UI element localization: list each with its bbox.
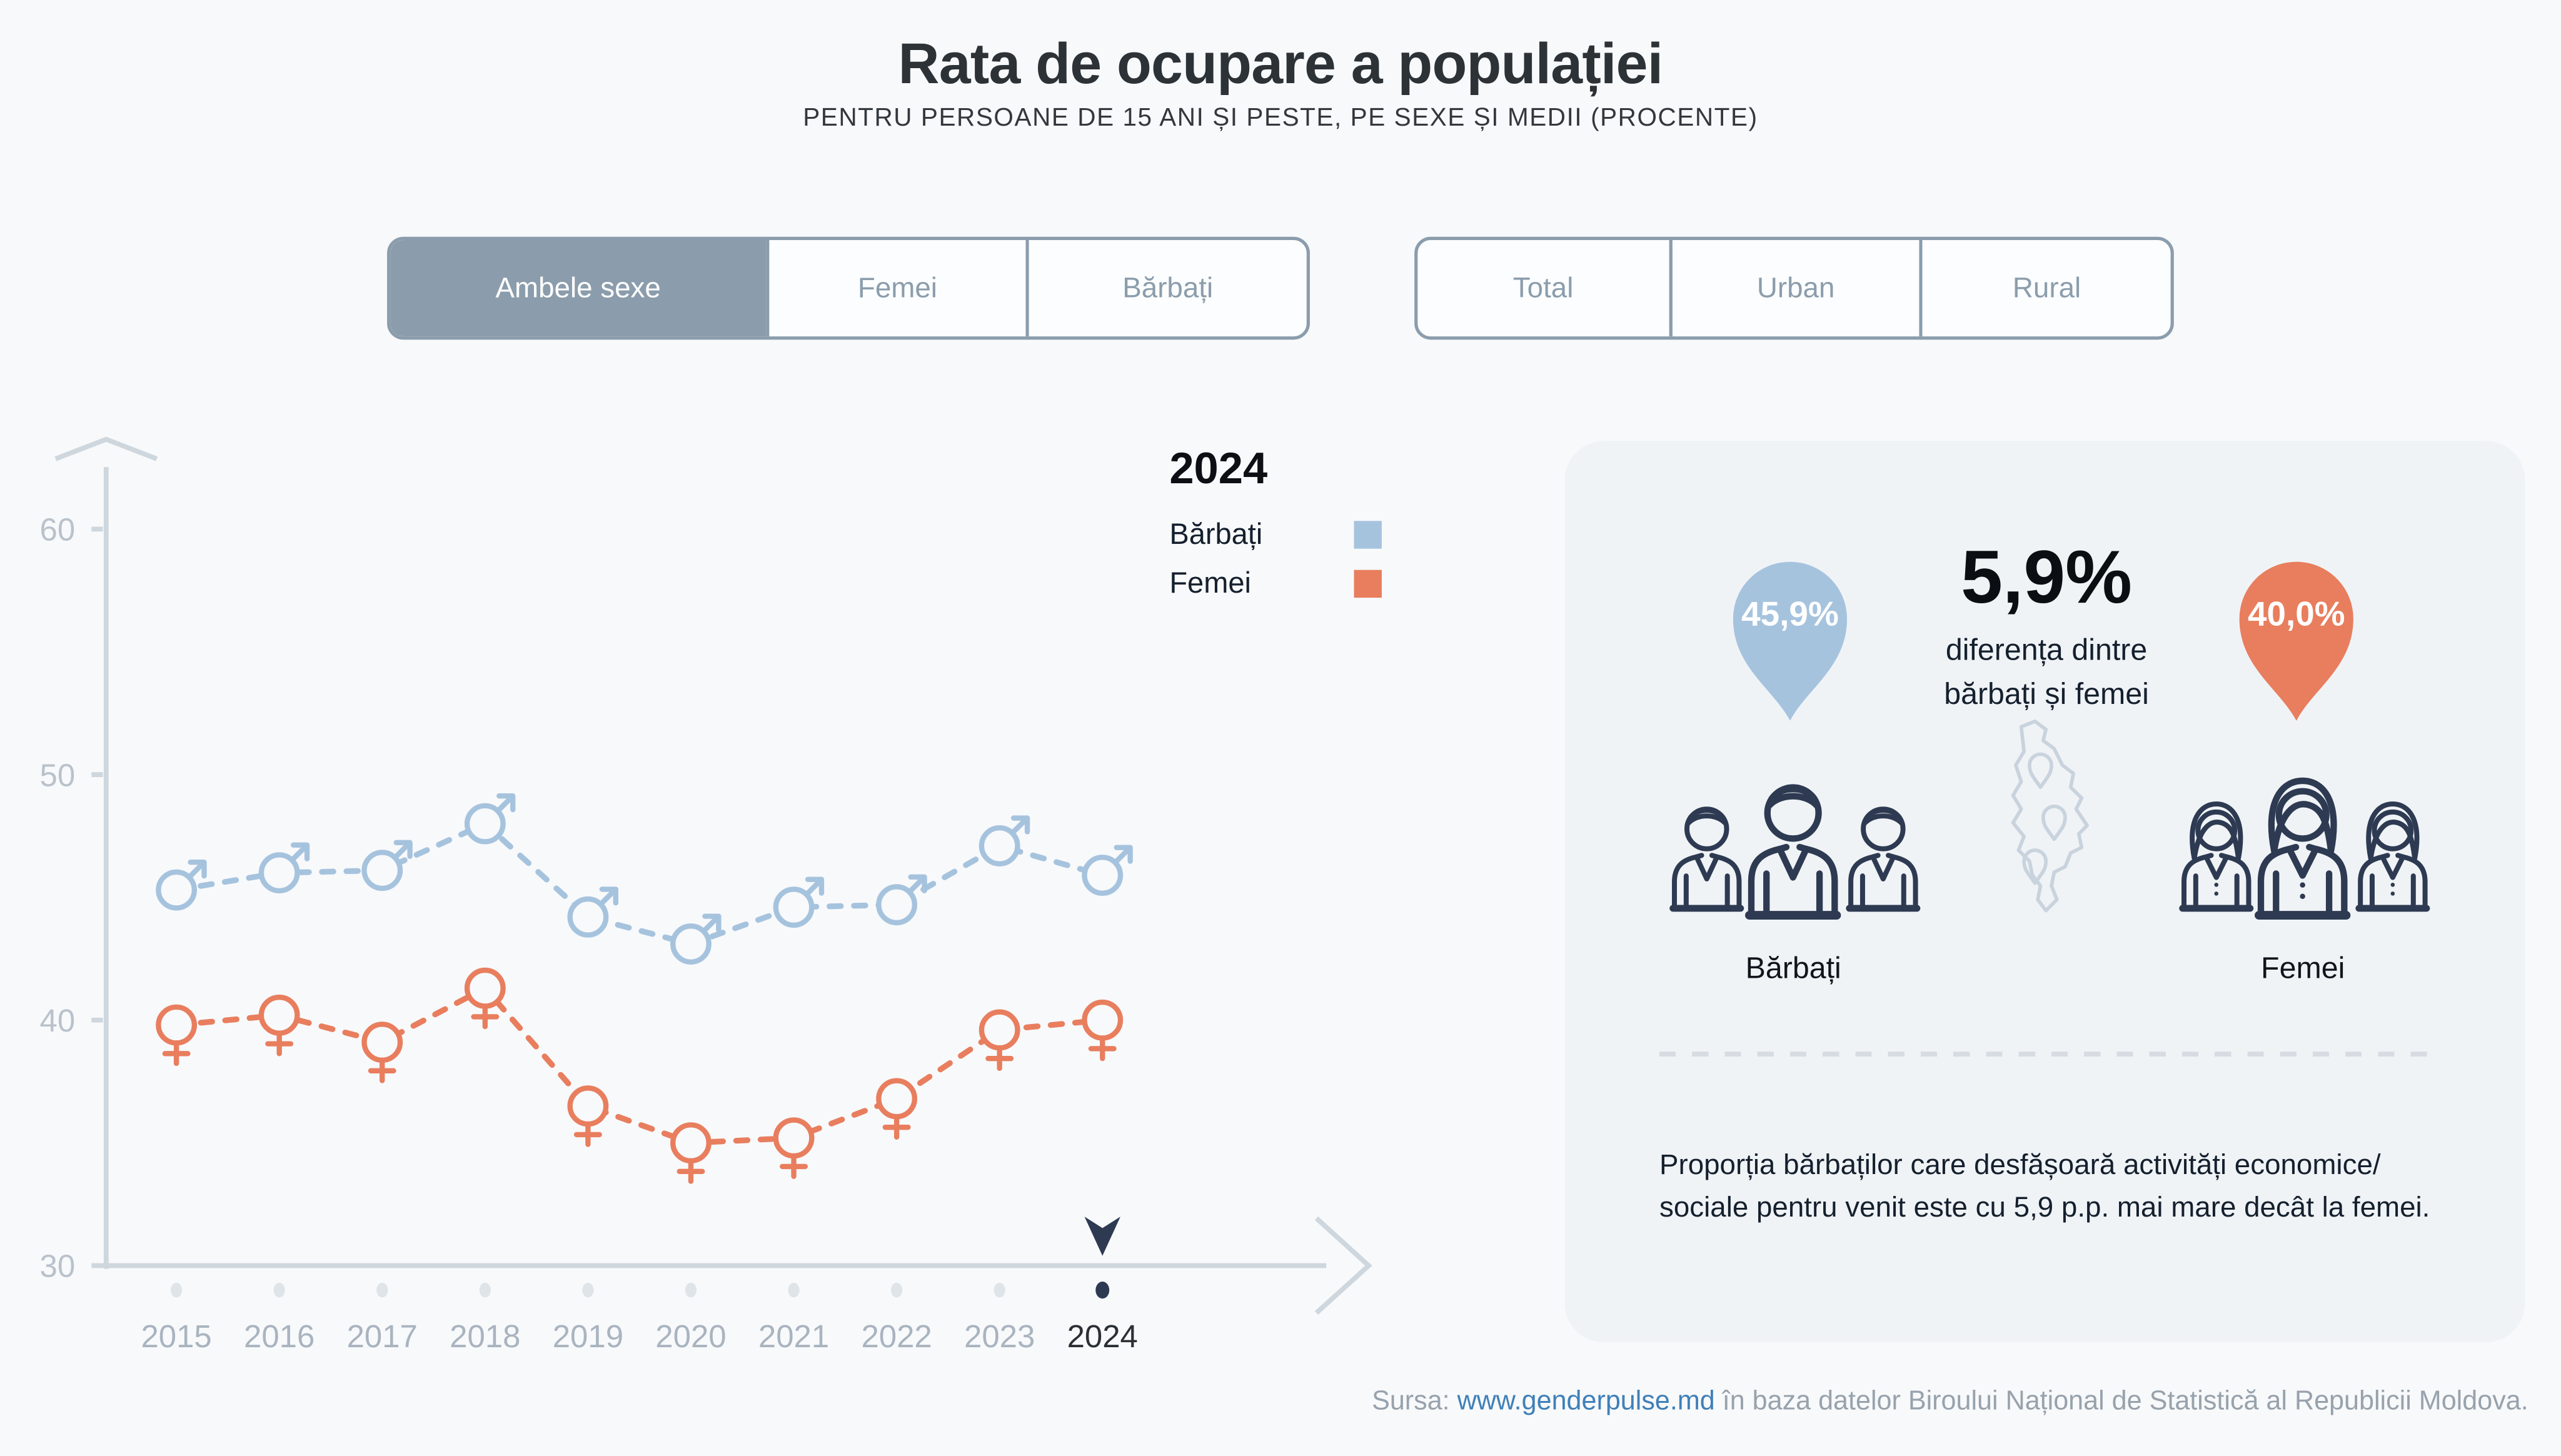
- women-group-icon: [2172, 768, 2433, 931]
- source-prefix: Sursa:: [1372, 1386, 1450, 1416]
- moldova-map-icon: [2011, 719, 2089, 913]
- female-marker-icon: [773, 1117, 815, 1179]
- dashed-divider: [1659, 1052, 2437, 1057]
- x-tick-label: 2017: [347, 1318, 418, 1354]
- chart-legend: 2024 Bărbați Femei: [1169, 444, 1382, 601]
- gender-gap-block: 5,9% diferența dintre bărbați și femei: [1834, 539, 2259, 716]
- legend-item-female: Femei: [1169, 566, 1382, 601]
- men-group-label: Bărbați: [1745, 950, 1841, 985]
- female-marker-icon: [464, 967, 506, 1030]
- x-tick-label: 2021: [758, 1318, 829, 1354]
- x-tick-label: 2022: [861, 1318, 932, 1354]
- source-line: Sursa: www.genderpulse.md în baza datelo…: [1372, 1387, 2528, 1418]
- male-marker-icon: [979, 815, 1030, 866]
- year-dot: [582, 1282, 594, 1298]
- female-marker-icon: [979, 1009, 1020, 1072]
- filter-barbati-button[interactable]: Bărbați: [1025, 239, 1306, 337]
- sex-filter-group: Ambele sexe Femei Bărbați: [387, 236, 1310, 340]
- male-marker-icon: [773, 876, 825, 928]
- filter-femei-button[interactable]: Femei: [766, 239, 1025, 337]
- filter-rural-button[interactable]: Rural: [1919, 239, 2170, 337]
- male-marker-icon: [670, 913, 722, 965]
- female-marker-icon: [1082, 999, 1124, 1062]
- male-marker-icon: [156, 860, 207, 911]
- pin-shape-male-icon: [1733, 561, 1848, 721]
- men-group-icon: [1663, 768, 1924, 931]
- filter-ambele-sexe-button[interactable]: Ambele sexe: [390, 239, 767, 337]
- y-tick-label: 60: [40, 512, 76, 548]
- page-title: Rata de ocupare a populației: [898, 33, 1664, 97]
- source-link[interactable]: www.genderpulse.md: [1457, 1386, 1715, 1416]
- male-marker-icon: [1082, 845, 1133, 896]
- year-dot: [994, 1282, 1005, 1298]
- x-tick-label: 2015: [141, 1318, 211, 1354]
- year-dot: [788, 1282, 800, 1298]
- series-line-female: [173, 984, 1105, 1146]
- year-dot: [685, 1282, 697, 1298]
- legend-swatch-male-icon: [1354, 521, 1382, 549]
- x-tick-label: 2020: [655, 1318, 726, 1354]
- filter-urban-button[interactable]: Urban: [1668, 239, 1919, 337]
- current-year-arrow-icon: [1084, 1217, 1120, 1256]
- x-tick-label: 2018: [450, 1318, 520, 1354]
- x-tick-label: 2019: [553, 1318, 623, 1354]
- pin-shape-female-icon: [2239, 561, 2353, 721]
- female-marker-icon: [670, 1122, 712, 1184]
- filter-total-button[interactable]: Total: [1417, 240, 1668, 336]
- women-group-label: Femei: [2261, 950, 2345, 985]
- year-dot: [890, 1282, 903, 1298]
- female-marker-icon: [876, 1078, 918, 1140]
- male-marker-icon: [567, 886, 618, 938]
- female-marker-icon: [567, 1085, 609, 1147]
- male-marker-icon: [876, 874, 927, 926]
- y-tick-label: 40: [40, 1003, 76, 1038]
- mediu-filter-group: Total Urban Rural: [1414, 236, 2174, 340]
- y-tick-label: 30: [40, 1248, 76, 1284]
- year-dot: [273, 1282, 285, 1298]
- legend-label-female: Femei: [1169, 566, 1251, 600]
- year-dot: [479, 1282, 491, 1298]
- summary-panel: 45,9% 40,0% 5,9% diferența dintre bărbaț…: [1564, 441, 2525, 1343]
- year-dot: [376, 1282, 388, 1298]
- y-tick-label: 50: [40, 757, 76, 793]
- female-rate-pin: 40,0%: [2221, 544, 2372, 727]
- gender-gap-value: 5,9%: [1961, 534, 2133, 620]
- page-subtitle: PENTRU PERSOANE DE 15 ANI ȘI PESTE, PE S…: [803, 104, 1758, 133]
- gender-gap-caption-2: bărbați și femei: [1944, 675, 2149, 710]
- female-marker-icon: [361, 1022, 403, 1083]
- legend-item-male: Bărbați: [1169, 518, 1382, 552]
- year-dot: [170, 1282, 183, 1298]
- year-dot: [1095, 1282, 1110, 1299]
- x-tick-label: 2016: [244, 1318, 314, 1354]
- male-rate-value: 45,9%: [1741, 596, 1839, 634]
- male-marker-icon: [258, 842, 310, 894]
- x-axis-arrow-icon: [1314, 1216, 1372, 1315]
- legend-year: 2024: [1169, 444, 1268, 493]
- male-rate-pin: 45,9%: [1715, 544, 1865, 727]
- male-marker-icon: [361, 840, 413, 891]
- series-line-male: [173, 820, 1105, 947]
- female-rate-value: 40,0%: [2247, 596, 2345, 634]
- x-tick-label: 2024: [1067, 1318, 1138, 1354]
- x-tick-label: 2023: [964, 1318, 1035, 1354]
- female-marker-icon: [156, 1004, 198, 1067]
- gap-description: Proporția bărbaților care desfășoară act…: [1659, 1147, 2430, 1223]
- gender-gap-caption-1: diferența dintre: [1945, 631, 2148, 666]
- legend-label-male: Bărbați: [1169, 518, 1263, 551]
- female-marker-icon: [258, 994, 300, 1057]
- y-axis-arrow-icon: [54, 436, 158, 461]
- source-suffix: în baza datelor Biroului Național de Sta…: [1722, 1386, 2528, 1416]
- legend-swatch-female-icon: [1354, 570, 1382, 598]
- male-marker-icon: [464, 793, 516, 845]
